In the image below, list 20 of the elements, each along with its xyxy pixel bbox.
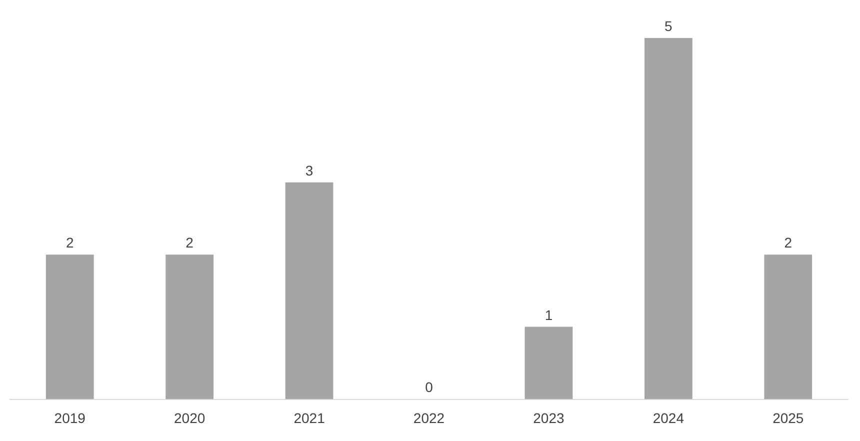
data-label: 0 (425, 379, 434, 395)
data-label: 5 (664, 18, 673, 34)
x-tick-label: 2023 (533, 410, 564, 426)
x-tick-label: 2019 (54, 410, 86, 426)
x-tick-label: 2025 (772, 410, 804, 426)
data-label: 2 (66, 234, 74, 251)
bar (764, 254, 812, 399)
data-label: 2 (186, 234, 194, 251)
bar (524, 326, 573, 399)
bar (46, 254, 94, 399)
x-tick-label: 2020 (174, 410, 206, 426)
data-label: 3 (305, 162, 314, 178)
data-label: 1 (544, 306, 553, 323)
bar (644, 38, 692, 399)
x-tick-label: 2022 (413, 410, 445, 426)
data-label: 2 (784, 234, 792, 251)
bar (285, 182, 334, 399)
x-tick-label: 2021 (294, 410, 326, 426)
bar (166, 254, 214, 399)
x-tick-label: 2024 (652, 410, 684, 426)
